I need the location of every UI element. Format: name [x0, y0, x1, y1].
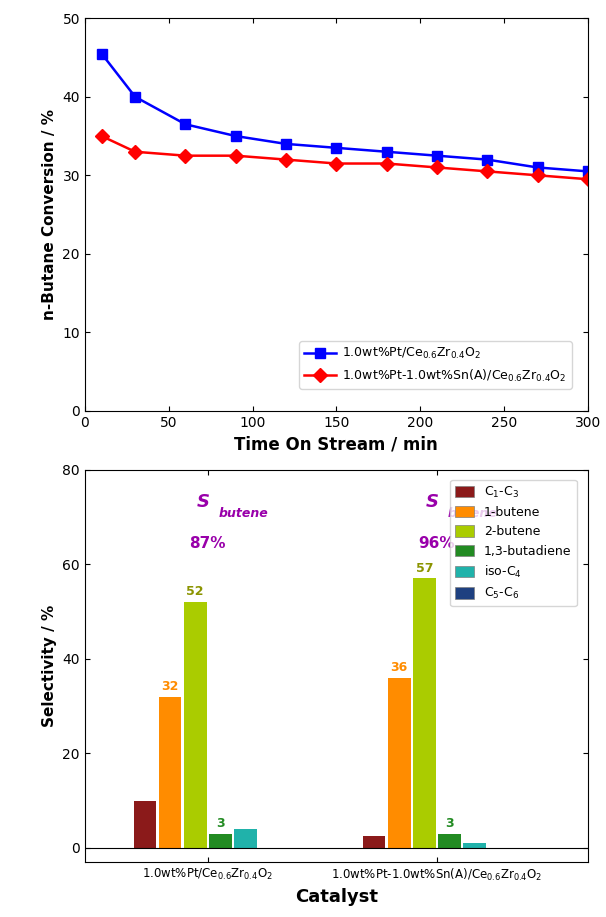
1.0wt%Pt/Ce$_{0.6}$Zr$_{0.4}$O$_2$: [584, 166, 591, 177]
1.0wt%Pt/Ce$_{0.6}$Zr$_{0.4}$O$_2$: [383, 146, 390, 157]
Bar: [438, 834, 461, 848]
1.0wt%Pt/Ce$_{0.6}$Zr$_{0.4}$O$_2$: [433, 150, 441, 161]
Text: 36: 36: [391, 661, 408, 674]
Text: 3: 3: [216, 817, 225, 830]
Bar: [413, 579, 436, 848]
Text: 57: 57: [416, 561, 433, 575]
Text: 96%: 96%: [419, 536, 455, 551]
1.0wt%Pt-1.0wt%Sn(A)/Ce$_{0.6}$Zr$_{0.4}$O$_2$: [584, 173, 591, 184]
X-axis label: Catalyst: Catalyst: [295, 889, 378, 907]
1.0wt%Pt/Ce$_{0.6}$Zr$_{0.4}$O$_2$: [98, 49, 105, 60]
Text: (A): (A): [321, 472, 351, 491]
1.0wt%Pt-1.0wt%Sn(A)/Ce$_{0.6}$Zr$_{0.4}$O$_2$: [433, 162, 441, 173]
1.0wt%Pt-1.0wt%Sn(A)/Ce$_{0.6}$Zr$_{0.4}$O$_2$: [383, 158, 390, 169]
Bar: [363, 836, 385, 848]
Legend: 1.0wt%Pt/Ce$_{0.6}$Zr$_{0.4}$O$_2$, 1.0wt%Pt-1.0wt%Sn(A)/Ce$_{0.6}$Zr$_{0.4}$O$_: 1.0wt%Pt/Ce$_{0.6}$Zr$_{0.4}$O$_2$, 1.0w…: [299, 341, 571, 389]
1.0wt%Pt/Ce$_{0.6}$Zr$_{0.4}$O$_2$: [282, 138, 290, 149]
Text: butene: butene: [448, 507, 498, 521]
Text: butene: butene: [219, 507, 268, 521]
Text: 3: 3: [445, 817, 454, 830]
1.0wt%Pt-1.0wt%Sn(A)/Ce$_{0.6}$Zr$_{0.4}$O$_2$: [333, 158, 340, 169]
1.0wt%Pt/Ce$_{0.6}$Zr$_{0.4}$O$_2$: [132, 92, 139, 103]
1.0wt%Pt-1.0wt%Sn(A)/Ce$_{0.6}$Zr$_{0.4}$O$_2$: [484, 166, 491, 177]
1.0wt%Pt-1.0wt%Sn(A)/Ce$_{0.6}$Zr$_{0.4}$O$_2$: [282, 154, 290, 165]
1.0wt%Pt/Ce$_{0.6}$Zr$_{0.4}$O$_2$: [333, 142, 340, 153]
Text: 32: 32: [161, 679, 179, 692]
Y-axis label: n-Butane Conversion / %: n-Butane Conversion / %: [42, 109, 57, 320]
Text: S: S: [196, 493, 210, 511]
Bar: [234, 829, 257, 848]
Bar: [184, 602, 207, 848]
X-axis label: Time On Stream / min: Time On Stream / min: [235, 436, 438, 453]
Text: S: S: [426, 493, 439, 511]
1.0wt%Pt/Ce$_{0.6}$Zr$_{0.4}$O$_2$: [232, 130, 239, 141]
1.0wt%Pt-1.0wt%Sn(A)/Ce$_{0.6}$Zr$_{0.4}$O$_2$: [534, 170, 541, 181]
1.0wt%Pt-1.0wt%Sn(A)/Ce$_{0.6}$Zr$_{0.4}$O$_2$: [132, 146, 139, 157]
1.0wt%Pt/Ce$_{0.6}$Zr$_{0.4}$O$_2$: [182, 119, 189, 130]
1.0wt%Pt/Ce$_{0.6}$Zr$_{0.4}$O$_2$: [534, 162, 541, 173]
1.0wt%Pt-1.0wt%Sn(A)/Ce$_{0.6}$Zr$_{0.4}$O$_2$: [98, 130, 105, 141]
Line: 1.0wt%Pt/Ce$_{0.6}$Zr$_{0.4}$O$_2$: 1.0wt%Pt/Ce$_{0.6}$Zr$_{0.4}$O$_2$: [97, 49, 593, 176]
Bar: [209, 834, 231, 848]
Text: 52: 52: [187, 585, 204, 598]
Bar: [464, 843, 486, 848]
1.0wt%Pt/Ce$_{0.6}$Zr$_{0.4}$O$_2$: [484, 154, 491, 165]
Bar: [133, 801, 156, 848]
Y-axis label: Selectivity / %: Selectivity / %: [42, 604, 57, 727]
1.0wt%Pt-1.0wt%Sn(A)/Ce$_{0.6}$Zr$_{0.4}$O$_2$: [182, 150, 189, 161]
Line: 1.0wt%Pt-1.0wt%Sn(A)/Ce$_{0.6}$Zr$_{0.4}$O$_2$: 1.0wt%Pt-1.0wt%Sn(A)/Ce$_{0.6}$Zr$_{0.4}…: [97, 131, 593, 184]
1.0wt%Pt-1.0wt%Sn(A)/Ce$_{0.6}$Zr$_{0.4}$O$_2$: [232, 150, 239, 161]
Legend: C$_1$-C$_3$, 1-butene, 2-butene, 1,3-butadiene, iso-C$_4$, C$_5$-C$_6$: C$_1$-C$_3$, 1-butene, 2-butene, 1,3-but…: [450, 480, 576, 606]
Bar: [159, 697, 181, 848]
Text: 87%: 87%: [190, 536, 226, 551]
Bar: [388, 678, 410, 848]
